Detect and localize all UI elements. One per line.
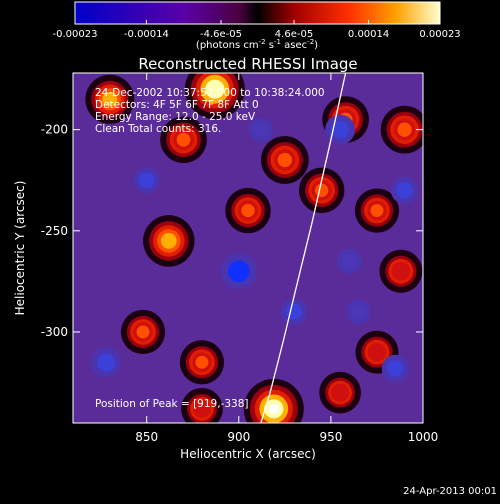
heatmap-hot-blob <box>195 402 208 415</box>
x-axis: 850 900 950 1000 <box>135 73 438 444</box>
heatmap-hot-blob <box>334 386 347 399</box>
annotation-clean: Clean Total counts: 316. <box>95 123 221 135</box>
heatmap-cold-blob <box>97 353 116 372</box>
colorbar: -0.00023 -0.00014 -4.6e-05 4.6e-05 0.00014 0.… <box>53 1 461 51</box>
heatmap-hot-blob <box>176 132 191 147</box>
annotation-detectors: Detectors: 4F 5F 6F 7F 8F Att 0 <box>95 99 259 111</box>
colorbar-frame <box>74 1 441 25</box>
plot-frame <box>72 72 424 424</box>
heatmap-cold-blob <box>396 182 413 199</box>
heatmap-hot-blob <box>277 152 293 168</box>
y-tick-label: -200 <box>41 123 68 137</box>
x-tick-label: 900 <box>227 430 250 444</box>
heatmap-hot-blob <box>160 233 177 249</box>
heatmap-hot-blob <box>102 91 118 107</box>
x-tick-label: 950 <box>319 430 342 444</box>
chart-title: Reconstructed RHESSI Image <box>138 55 357 73</box>
heatmap-cold-blob <box>331 120 350 139</box>
y-tick-label: -250 <box>41 224 68 238</box>
plot-area <box>73 73 423 423</box>
colorbar-ticks: -0.00023 -0.00014 -4.6e-05 4.6e-05 0.00014 0.… <box>53 20 461 40</box>
colorbar-tick-label: 0.00023 <box>419 29 460 40</box>
heatmap-cold-blob <box>138 172 155 189</box>
heatmap-cold-blob <box>286 303 302 320</box>
annotation-block: 24-Dec-2002 10:37:52.000 to 10:38:24.000… <box>95 87 325 135</box>
heatmap-hot-blob <box>195 355 209 369</box>
colorbar-tick-label: -4.6e-05 <box>200 29 242 40</box>
colorbar-tick-label: -0.00023 <box>53 29 98 40</box>
heatmap-hot-blob <box>370 204 384 218</box>
heatmap-hot-blob <box>394 265 408 278</box>
annotation-time: 24-Dec-2002 10:37:52.000 to 10:38:24.000 <box>95 87 325 99</box>
heatmap-cold-blob <box>341 253 357 269</box>
annotation-energy: Energy Range: 12.0 - 25.0 keV <box>95 111 256 123</box>
heatmap-cold-blob <box>253 122 269 138</box>
heatmap-hot-blob <box>205 79 225 99</box>
colorbar-gradient <box>75 2 440 24</box>
heatmap-cold-blob <box>227 260 250 283</box>
x-tick-label: 1000 <box>408 430 439 444</box>
peak-position-label: Position of Peak = [919,-338] <box>95 398 249 410</box>
solar-limb-curve <box>260 73 347 423</box>
x-axis-label: Heliocentric X (arcsec) <box>180 447 316 461</box>
heatmap-cold-blob <box>351 304 366 320</box>
colorbar-units: (photons cm-2 s-1 asec-2) <box>196 38 318 51</box>
heatmap-hot-blob <box>397 122 412 137</box>
heatmap-hot-blob <box>136 325 150 339</box>
colorbar-tick-label: 0.00014 <box>348 29 389 40</box>
peak-marker <box>268 403 279 414</box>
colorbar-tick-label: 4.6e-05 <box>275 29 313 40</box>
heatmap-hot-blob <box>241 203 255 218</box>
date-stamp: 24-Apr-2013 00:01 <box>403 486 497 497</box>
colorbar-tick-label: -0.00014 <box>124 29 169 40</box>
heatmap-cold-blob <box>387 360 404 377</box>
y-axis-label: Heliocentric Y (arcsec) <box>13 181 27 316</box>
heatmap-hot-blob <box>315 183 329 198</box>
x-tick-label: 850 <box>135 430 158 444</box>
heatmap-hot-blob <box>370 345 384 359</box>
y-axis: -200 -250 -300 <box>41 123 423 339</box>
y-tick-label: -300 <box>41 325 68 339</box>
